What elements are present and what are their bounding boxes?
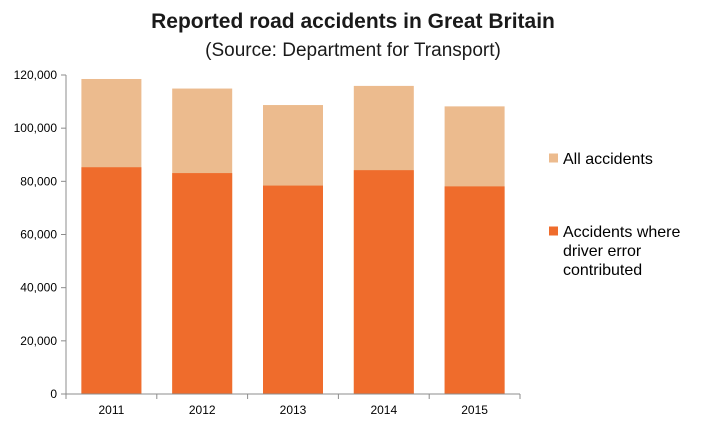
x-tick-label: 2013: [280, 403, 307, 417]
bar-driver-error-2012: [172, 173, 233, 394]
chart-subtitle: (Source: Department for Transport): [205, 40, 501, 61]
legend-label-driver-error: Accidents where driver error contributed: [563, 224, 680, 279]
bar-driver-error-2011: [81, 167, 142, 394]
y-tick-label: 0: [50, 387, 57, 401]
x-tick-label: 2014: [370, 403, 397, 417]
x-tick-label: 2012: [189, 403, 216, 417]
bar-driver-error-2014: [353, 170, 414, 394]
y-tick-label: 60,000: [20, 228, 57, 242]
bar-driver-error-2013: [263, 185, 323, 394]
y-tick-label: 120,000: [14, 68, 58, 82]
legend-swatch-all-accidents: [549, 153, 558, 163]
legend-swatch-driver-error: [549, 226, 558, 236]
bar-driver-error-2015: [444, 186, 505, 394]
x-tick-label: 2011: [98, 403, 124, 417]
y-tick-label: 20,000: [20, 334, 57, 348]
legend-label-all-accidents: All accidents: [563, 151, 653, 168]
chart-title: Reported road accidents in Great Britain: [151, 10, 555, 33]
axes-layer: 0 20,000 40,000 60,000 80,000 100,000 120,000 2…: [14, 68, 521, 417]
legend: All accidents Accidents where driver error…: [549, 151, 680, 279]
y-tick-label: 40,000: [20, 281, 57, 295]
y-tick-label: 80,000: [20, 174, 57, 188]
y-tick-label: 100,000: [14, 121, 58, 135]
x-tick-label: 2015: [461, 403, 488, 417]
bars-layer: [81, 78, 505, 395]
